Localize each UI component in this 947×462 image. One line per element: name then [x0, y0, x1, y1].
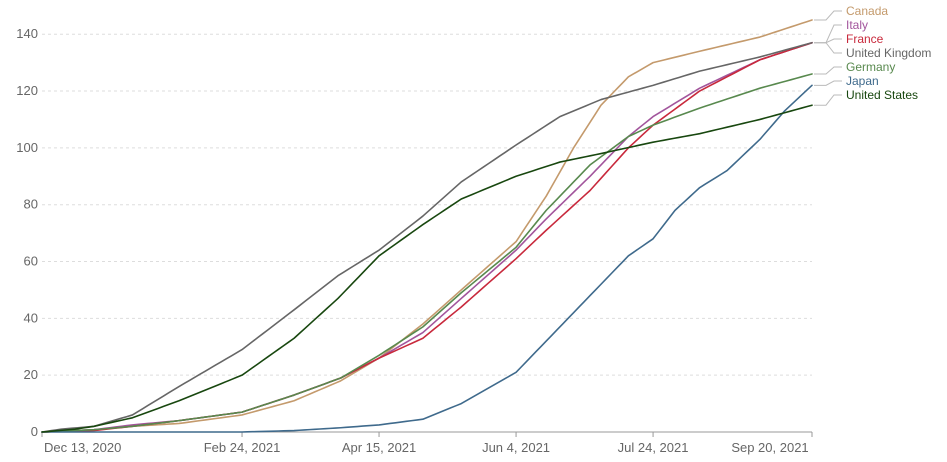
x-tick-label: Apr 15, 2021	[342, 440, 416, 455]
series-line-united-states	[41, 104, 813, 433]
y-tick-label: 60	[24, 254, 38, 269]
series-line-canada	[41, 19, 813, 433]
y-tick-label: 80	[24, 197, 38, 212]
y-tick-label: 0	[31, 424, 38, 439]
x-tick-label: Jun 4, 2021	[482, 440, 550, 455]
x-tick-label: Dec 13, 2020	[44, 440, 121, 455]
legend-connector	[814, 42, 842, 54]
y-tick-label: 40	[24, 310, 38, 325]
x-tick-label: Feb 24, 2021	[204, 440, 281, 455]
legend-label: United Kingdom	[846, 46, 931, 60]
legend-connector	[814, 66, 842, 75]
legend-label: Japan	[846, 74, 879, 88]
legend-label: Italy	[846, 18, 868, 32]
legend-connector	[814, 94, 842, 106]
axes: 0 20 40 60 80 100 120 140 Dec 13, 2020 Feb 24, 20…	[16, 26, 813, 455]
y-tick-label: 100	[16, 140, 38, 155]
y-tick-label: 20	[24, 367, 38, 382]
series-line-united-kingdom	[41, 41, 813, 433]
x-tick-label: Jul 24, 2021	[618, 440, 689, 455]
y-tick-label: 120	[16, 83, 38, 98]
series-line-france	[41, 41, 813, 433]
y-tick-label: 140	[16, 26, 38, 41]
legend-connector	[814, 80, 842, 86]
x-tick-label: Sep 20, 2021	[731, 440, 808, 455]
series-line-japan	[41, 84, 813, 433]
legend-label: France	[846, 32, 884, 46]
legend-connector	[814, 38, 842, 44]
series-line-germany	[41, 73, 813, 433]
legend-connector	[814, 10, 842, 21]
grid-lines	[42, 33, 812, 376]
legend-label: United States	[846, 88, 918, 102]
legend-label: Germany	[846, 60, 895, 74]
legend-label: Canada	[846, 4, 888, 18]
series-lines	[41, 19, 813, 433]
series-line-italy	[41, 41, 813, 433]
legend-connector	[814, 24, 842, 44]
